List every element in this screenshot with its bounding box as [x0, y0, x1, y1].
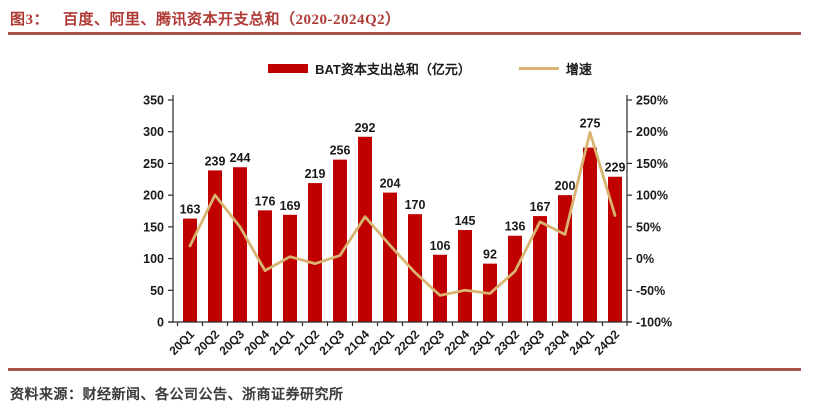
bar-value-label: 239	[205, 154, 226, 168]
right-axis-tick-label: 250%	[636, 94, 668, 108]
bar	[283, 214, 297, 322]
bar-value-labels: 163 239 244 176 169 219 256 292 204 170 106 145 92 13…	[180, 116, 626, 261]
right-axis-tick-label: 150%	[636, 157, 668, 171]
bar	[183, 218, 197, 322]
figure-number-label: 图3：	[10, 12, 50, 28]
bar	[558, 195, 572, 322]
x-axis-tick-label: 20Q1	[166, 327, 197, 358]
x-axis-labels: 20Q120Q220Q320Q421Q121Q221Q321Q422Q122Q2…	[166, 327, 622, 358]
bar	[533, 216, 547, 322]
left-axis-labels: 350 300 250 200 150 100 50 0	[143, 94, 173, 330]
bar	[433, 254, 447, 322]
left-axis-tick-label: 150	[143, 220, 164, 234]
bar	[408, 214, 422, 322]
left-axis-tick-label: 100	[143, 252, 164, 266]
x-axis-tick-label: 20Q3	[216, 327, 247, 358]
bar-value-label: 292	[355, 121, 376, 135]
bar-series	[183, 136, 622, 322]
bar-value-label: 169	[280, 199, 301, 213]
bar	[358, 136, 372, 322]
bar	[308, 183, 322, 322]
left-axis-tick-label: 350	[143, 94, 164, 108]
chart-legend: BAT资本支出总和（亿元） 增速	[150, 57, 710, 79]
bar	[383, 192, 397, 322]
bar-value-label: 167	[530, 200, 551, 214]
right-axis-tick-label: 0%	[636, 252, 654, 266]
bar-value-label: 275	[580, 116, 601, 130]
bar	[583, 147, 597, 322]
x-axis-tick-label: 22Q4	[441, 327, 472, 358]
growth-line	[188, 130, 617, 297]
source-text: 财经新闻、各公司公告、浙商证券研究所	[82, 388, 344, 403]
bar	[333, 159, 347, 322]
legend-item-bar-series: BAT资本支出总和（亿元）	[268, 59, 471, 78]
right-axis-tick-label: -100%	[636, 316, 672, 330]
bar-value-label: 136	[505, 220, 526, 234]
bar-series-label: BAT资本支出总和（亿元）	[315, 61, 471, 77]
bar	[208, 170, 222, 322]
figure-title-row: 图3： 百度、阿里、腾讯资本开支总和（2020-2024Q2）	[10, 8, 810, 29]
x-axis-tick-label: 24Q2	[591, 327, 622, 358]
left-axis-tick-label: 0	[157, 316, 164, 330]
bar-value-label: 229	[605, 161, 626, 175]
x-axis-tick-label: 20Q4	[241, 327, 272, 358]
legend-item-line-series: 增速	[518, 59, 592, 78]
bar	[508, 235, 522, 322]
top-rule	[8, 32, 801, 35]
x-axis-tick-label: 22Q1	[366, 327, 397, 358]
bar-value-label: 176	[255, 194, 276, 208]
x-axis-tick-label: 24Q1	[566, 327, 597, 358]
right-axis-tick-label: -50%	[636, 284, 665, 298]
left-axis-tick-label: 300	[143, 125, 164, 139]
bar-value-label: 106	[430, 239, 451, 253]
x-axis-tick-label: 21Q2	[291, 327, 322, 358]
bottom-rule	[8, 368, 801, 371]
x-axis-tick-label: 21Q3	[316, 327, 347, 358]
figure-title: 百度、阿里、腾讯资本开支总和（2020-2024Q2）	[63, 12, 401, 28]
bar	[233, 167, 247, 322]
source-label: 资料来源：	[10, 388, 83, 403]
bar-value-label: 170	[405, 198, 426, 212]
x-axis-tick-label: 23Q3	[516, 327, 547, 358]
left-axis-tick-label: 200	[143, 189, 164, 203]
bar-value-label: 200	[555, 179, 576, 193]
x-axis-tick-label: 23Q4	[541, 327, 572, 358]
bar-value-label: 204	[380, 177, 401, 191]
axes	[168, 95, 632, 326]
bar-value-label: 244	[230, 151, 251, 165]
right-axis-tick-label: 50%	[636, 220, 661, 234]
bar-series-swatch-icon	[268, 63, 309, 73]
x-axis-tick-label: 21Q1	[266, 327, 297, 358]
x-axis-tick-label: 21Q4	[341, 327, 372, 358]
right-axis-tick-label: 100%	[636, 189, 668, 203]
bar-value-label: 92	[483, 248, 497, 262]
x-axis-tick-label: 23Q2	[491, 327, 522, 358]
bar	[608, 176, 622, 322]
x-axis-tick-label: 22Q3	[416, 327, 447, 358]
line-series-label: 增速	[565, 61, 592, 77]
x-axis-tick-label: 23Q1	[466, 327, 497, 358]
bar-value-label: 145	[455, 214, 476, 228]
left-axis-tick-label: 250	[143, 157, 164, 171]
bar	[258, 210, 272, 322]
bar-value-label: 163	[180, 203, 201, 217]
bar	[458, 230, 472, 322]
right-axis-tick-label: 200%	[636, 125, 668, 139]
bar-value-label: 256	[330, 144, 351, 158]
right-axis-labels: 250% 200% 150% 100% 50% 0% -50% -100%	[627, 94, 672, 330]
source-note: 资料来源：财经新闻、各公司公告、浙商证券研究所	[10, 384, 810, 404]
left-axis-tick-label: 50	[150, 284, 164, 298]
bar-value-label: 219	[305, 167, 326, 181]
x-axis-tick-label: 22Q2	[391, 327, 422, 358]
x-axis-tick-label: 20Q2	[191, 327, 222, 358]
line-series-swatch-icon	[518, 66, 559, 70]
